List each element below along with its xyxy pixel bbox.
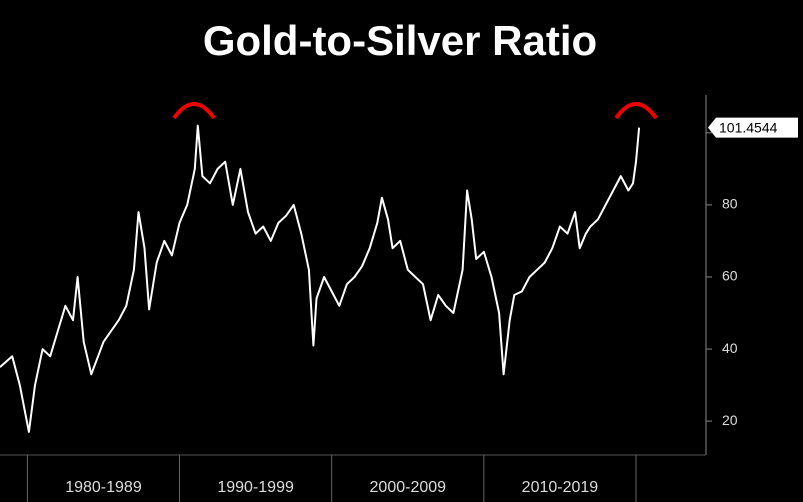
y-tick-label: 40	[722, 340, 738, 356]
y-tick-label: 80	[722, 196, 738, 212]
y-tick-label: 60	[722, 268, 738, 284]
chart-title: Gold-to-Silver Ratio	[203, 17, 597, 64]
peak-marker	[172, 102, 216, 120]
period-label: 2010-2019	[522, 479, 599, 496]
y-tick-label: 20	[722, 412, 738, 428]
line	[0, 124, 641, 433]
value-callout	[708, 117, 798, 138]
peak-marker	[614, 102, 658, 120]
period-label: 1980-1989	[65, 479, 142, 496]
value-label: 101.4544	[719, 119, 778, 135]
period-label: 1990-1999	[217, 479, 294, 496]
period-label: 2000-2009	[370, 479, 447, 496]
